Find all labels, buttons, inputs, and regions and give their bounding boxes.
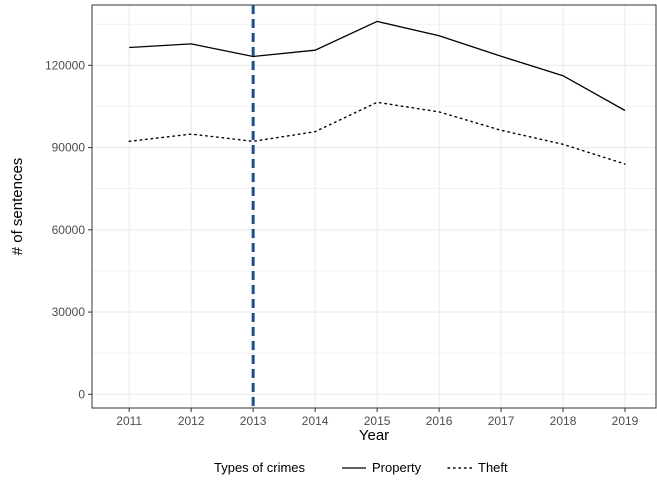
y-tick-label: 0 xyxy=(78,387,85,401)
x-axis: 2011 2012 2013 2014 2015 2016 2017 2018 2019 xyxy=(116,408,639,428)
x-tick-label: 2018 xyxy=(550,414,577,428)
y-tick-label: 60000 xyxy=(52,223,86,237)
series-line-property xyxy=(129,20,626,112)
y-axis-title: # of sentences xyxy=(9,158,26,256)
x-tick-label: 2013 xyxy=(240,414,267,428)
y-axis: 0 30000 60000 90000 120000 xyxy=(45,58,92,401)
x-tick-label: 2017 xyxy=(488,414,515,428)
legend-title: Types of crimes xyxy=(214,460,306,475)
panel-border xyxy=(91,4,657,409)
series-group xyxy=(128,20,626,165)
series-line-theft xyxy=(128,101,626,165)
y-tick-label: 30000 xyxy=(52,305,86,319)
x-tick-label: 2014 xyxy=(302,414,329,428)
x-axis-title: Year xyxy=(359,427,389,444)
grid-lines xyxy=(92,5,656,408)
x-tick-label: 2012 xyxy=(178,414,205,428)
x-tick-label: 2011 xyxy=(116,414,142,428)
x-tick-label: 2019 xyxy=(612,414,639,428)
legend: Types of crimes Property Theft xyxy=(214,460,508,475)
legend-label-property: Property xyxy=(372,460,422,475)
y-tick-label: 90000 xyxy=(52,141,86,155)
legend-label-theft: Theft xyxy=(478,460,508,475)
y-tick-label: 120000 xyxy=(45,58,85,72)
x-tick-label: 2015 xyxy=(364,414,391,428)
x-tick-label: 2016 xyxy=(426,414,453,428)
